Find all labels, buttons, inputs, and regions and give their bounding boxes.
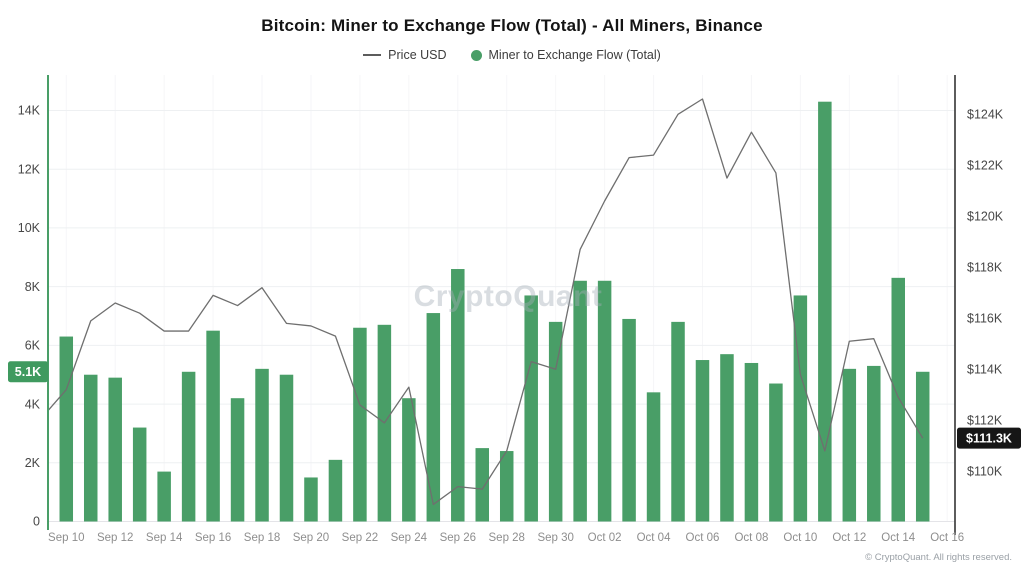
flow-bar[interactable]: [132, 427, 147, 522]
flow-bar[interactable]: [793, 295, 808, 522]
flow-bar[interactable]: [744, 362, 759, 522]
legend: Price USD Miner to Exchange Flow (Total): [0, 48, 1024, 62]
x-axis-tick-label: Oct 04: [637, 532, 671, 544]
flow-bar[interactable]: [83, 374, 98, 522]
flow-bar[interactable]: [499, 451, 514, 522]
price-line-swatch-icon: [363, 54, 382, 56]
right-axis-tick-label: $116K: [967, 312, 1003, 326]
x-axis-tick-label: Oct 14: [881, 532, 915, 544]
left-axis-tick-label: 0: [33, 515, 40, 529]
left-axis-tick-label: 14K: [18, 104, 41, 118]
x-axis-tick-label: Oct 06: [686, 532, 720, 544]
price-line[interactable]: [42, 98, 924, 506]
right-axis-tick-label: $120K: [967, 210, 1004, 224]
price-current-badge-label: $111.3K: [966, 431, 1012, 445]
left-axis-tick-label: 10K: [18, 221, 41, 235]
x-axis-tick-label: Oct 12: [832, 532, 866, 544]
flow-bars: [48, 101, 930, 522]
flow-bar[interactable]: [524, 295, 538, 522]
flow-bar[interactable]: [597, 280, 612, 522]
flow-bar[interactable]: [181, 371, 196, 522]
flow-bar[interactable]: [157, 471, 171, 522]
flow-dot-swatch-icon: [470, 49, 482, 61]
legend-flow-label: Miner to Exchange Flow (Total): [488, 48, 661, 62]
x-axis-tick-label: Sep 16: [195, 532, 231, 544]
right-axis-tick-label: $112K: [967, 414, 1003, 428]
flow-bar[interactable]: [230, 398, 245, 522]
x-axis-tick-label: Sep 22: [342, 532, 378, 544]
flow-bar[interactable]: [695, 360, 710, 522]
x-axis-tick-label: Sep 26: [440, 532, 476, 544]
legend-item-flow[interactable]: Miner to Exchange Flow (Total): [470, 48, 661, 62]
x-axis-tick-label: Sep 18: [244, 532, 280, 544]
flow-bar[interactable]: [475, 448, 490, 522]
flow-bar[interactable]: [304, 477, 318, 522]
x-axis-tick-label: Oct 08: [734, 532, 768, 544]
legend-item-price[interactable]: Price USD: [363, 48, 447, 62]
left-axis-tick-label: 8K: [25, 280, 41, 294]
left-axis-tick-label: 2K: [25, 456, 41, 470]
chart-title: Bitcoin: Miner to Exchange Flow (Total) …: [261, 16, 763, 35]
flow-bar[interactable]: [255, 368, 269, 522]
flow-bar[interactable]: [573, 280, 587, 522]
x-axis-tick-label: Sep 24: [391, 532, 428, 544]
flow-bar[interactable]: [915, 371, 930, 522]
flow-bar[interactable]: [818, 101, 832, 522]
x-axis-tick-label: Oct 16: [930, 532, 964, 544]
flow-bar[interactable]: [353, 327, 367, 522]
x-axis-tick-label: Sep 10: [48, 532, 84, 544]
x-axis-tick-label: Sep 14: [146, 532, 183, 544]
flow-bar[interactable]: [279, 374, 294, 522]
price-current-badge: [957, 427, 1021, 449]
right-axis-tick-label: $114K: [967, 363, 1003, 377]
flow-bar[interactable]: [720, 354, 734, 522]
x-axis-tick-label: Sep 30: [537, 532, 573, 544]
legend-price-label: Price USD: [388, 48, 447, 62]
flow-bar[interactable]: [328, 459, 343, 522]
flow-bar[interactable]: [671, 321, 685, 522]
right-axis-tick-label: $122K: [967, 159, 1004, 173]
flow-bar[interactable]: [891, 277, 906, 522]
right-axis-tick-label: $118K: [967, 261, 1003, 275]
flow-bar[interactable]: [108, 377, 122, 522]
flow-bar[interactable]: [548, 321, 563, 522]
flow-bar[interactable]: [206, 330, 220, 522]
x-axis-tick-label: Sep 28: [489, 532, 525, 544]
copyright-notice: © CryptoQuant. All rights reserved.: [865, 552, 1012, 563]
left-axis-tick-label: 12K: [18, 162, 41, 176]
flow-bar[interactable]: [646, 392, 661, 522]
right-axis-tick-label: $124K: [967, 108, 1004, 122]
right-axis-tick-label: $110K: [967, 465, 1003, 479]
left-axis-tick-label: 6K: [25, 339, 41, 353]
flow-current-badge: [8, 361, 48, 383]
flow-bar[interactable]: [867, 365, 881, 522]
left-axis-tick-label: 4K: [25, 397, 41, 411]
flow-bar[interactable]: [402, 398, 416, 522]
flow-bar[interactable]: [842, 368, 857, 522]
flow-bar[interactable]: [59, 336, 74, 522]
x-axis-tick-label: Oct 10: [783, 532, 817, 544]
x-axis-tick-label: Sep 20: [293, 532, 329, 544]
flow-bar[interactable]: [426, 313, 441, 522]
x-axis-tick-label: Sep 12: [97, 532, 133, 544]
flow-current-badge-label: 5.1K: [15, 365, 41, 379]
x-axis-tick-label: Oct 02: [588, 532, 622, 544]
flow-bar[interactable]: [451, 269, 465, 522]
flow-bar[interactable]: [769, 383, 783, 522]
flow-bar[interactable]: [622, 318, 636, 522]
